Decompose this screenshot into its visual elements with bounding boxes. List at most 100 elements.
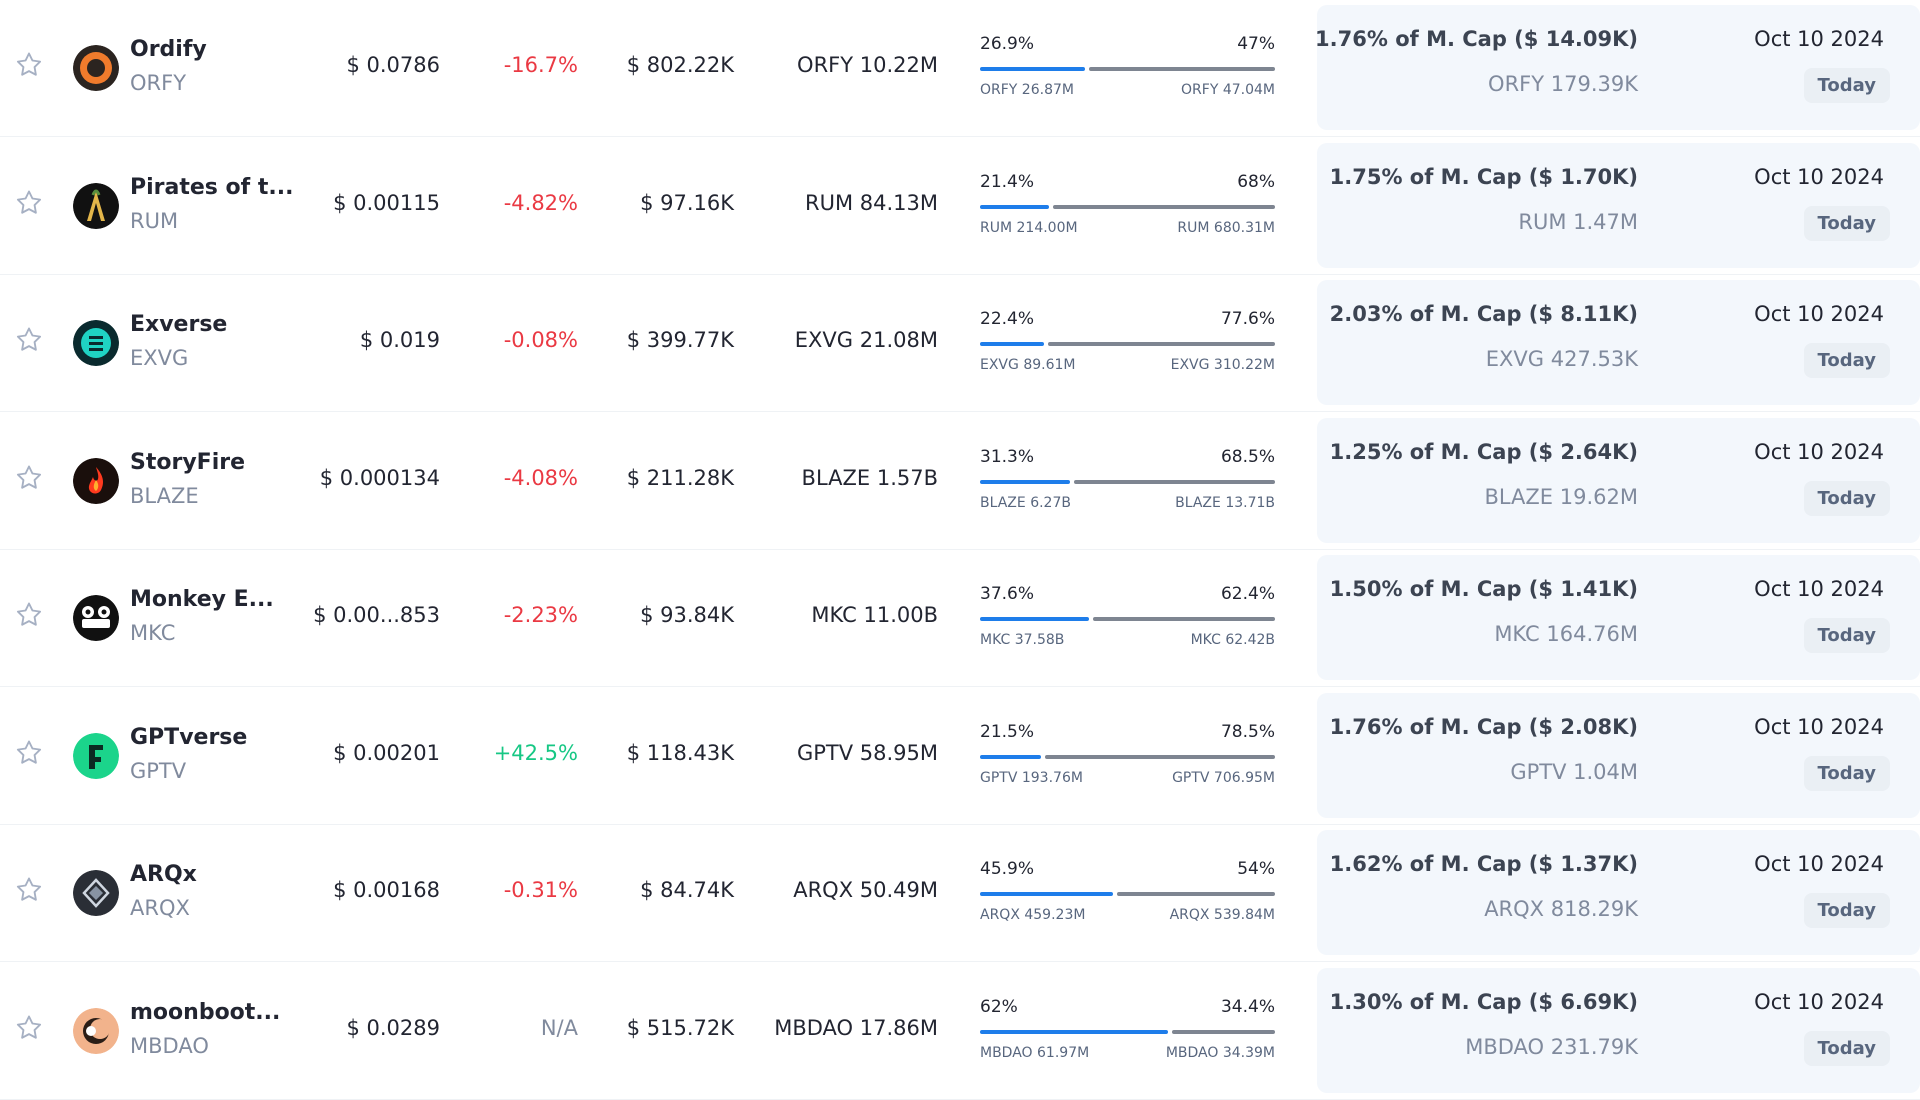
table-row[interactable]: StoryFire BLAZE $ 0.000134 -4.08% $ 211.… [0,413,1920,550]
token-price: $ 0.0786 [346,53,440,77]
token-symbol: MKC [130,621,176,645]
circulating-supply: GPTV 58.95M [796,740,938,765]
unlocked-bar [980,1029,1168,1034]
next-unlock-date: Oct 10 2024 [1754,27,1884,51]
table-row[interactable]: GPTverse GPTV $ 0.00201 +42.5% $ 118.43K… [0,688,1920,825]
locked-amount: ORFY 47.04M [1181,82,1275,98]
unlocked-percent: 45.9% [980,859,1035,879]
market-cap: $ 399.77K [626,328,734,352]
unlocked-bar [980,479,1070,484]
token-name[interactable]: Ordify [130,37,207,62]
circulating-supply: MKC 11.00B [811,603,938,627]
next-unlock-amount: RUM 1.47M [1518,209,1638,234]
token-symbol: ARQX [130,896,190,920]
next-unlock-date: Oct 10 2024 [1754,439,1884,464]
gptverse-logo-icon[interactable] [73,732,119,779]
table-row[interactable]: moonboot... MBDAO $ 0.0289 N/A $ 515.72K… [0,963,1920,1100]
star-icon[interactable] [14,463,44,493]
moonboots-logo-icon[interactable] [73,1007,119,1054]
unlocked-bar [980,342,1044,346]
table-row[interactable]: ARQx ARQX $ 0.00168 -0.31% $ 84.74K ARQX… [0,825,1920,962]
next-unlock-mcap-percent: 2.03% of M. Cap ($ 8.11K) [1329,302,1638,326]
price-change-24h: -2.23% [503,603,578,627]
next-unlock-amount: ARQX 818.29K [1484,897,1638,921]
token-price: $ 0.00201 [333,740,440,765]
next-unlock-panel: 1.30% of M. Cap ($ 6.69K) MBDAO 231.79K … [1317,967,1920,1093]
token-name[interactable]: Exverse [130,312,228,337]
unlocked-bar [980,617,1089,621]
market-cap: $ 97.16K [640,190,734,215]
star-icon[interactable] [14,325,44,355]
today-badge[interactable]: Today [1803,755,1890,791]
unlock-progress: 31.3% 68.5% BLAZE 6.27B BLAZE 13.71B [980,445,1275,521]
unlock-progress: 45.9% 54% ARQX 459.23M ARQX 539.84M [980,857,1275,933]
locked-amount: ARQX 539.84M [1169,907,1275,923]
unlock-progress: 21.4% 68% RUM 214.00M RUM 680.31M [980,170,1275,246]
market-cap: $ 802.22K [626,53,734,77]
token-name[interactable]: Pirates of t... [130,174,294,200]
today-badge[interactable]: Today [1803,1030,1890,1066]
table-row[interactable]: Pirates of t... RUM $ 0.00115 -4.82% $ 9… [0,138,1920,275]
monkey-logo-icon[interactable] [73,595,119,641]
token-name[interactable]: ARQx [130,862,197,887]
today-badge[interactable]: Today [1803,893,1890,928]
star-icon[interactable] [14,738,44,768]
star-icon[interactable] [14,50,44,80]
locked-bar [1117,892,1275,896]
token-name[interactable]: moonboot... [130,999,281,1025]
ordify-logo-icon[interactable] [73,45,119,91]
star-icon[interactable] [14,188,44,218]
unlocked-amount: MKC 37.58B [980,632,1065,648]
token-price: $ 0.0289 [346,1015,440,1040]
star-icon[interactable] [14,600,44,630]
today-badge[interactable]: Today [1803,343,1890,378]
locked-bar [1172,1029,1275,1034]
locked-bar [1048,342,1275,346]
locked-percent: 78.5% [1220,721,1275,742]
locked-percent: 34.4% [1220,996,1275,1017]
token-symbol: BLAZE [130,483,199,508]
token-name[interactable]: StoryFire [130,449,246,475]
next-unlock-amount: BLAZE 19.62M [1484,484,1638,509]
locked-amount: RUM 680.31M [1177,219,1275,236]
arqx-logo-icon[interactable] [73,870,119,916]
locked-amount: EXVG 310.22M [1170,357,1275,373]
star-icon[interactable] [14,875,44,905]
next-unlock-date: Oct 10 2024 [1754,714,1884,739]
next-unlock-amount: EXVG 427.53K [1485,347,1638,371]
unlock-progress: 21.5% 78.5% GPTV 193.76M GPTV 706.95M [980,720,1275,796]
today-badge[interactable]: Today [1803,618,1890,653]
locked-percent: 77.6% [1220,309,1275,329]
token-name[interactable]: Monkey E... [130,587,274,612]
locked-percent: 68.5% [1220,446,1275,467]
next-unlock-amount: MKC 164.76M [1494,622,1638,646]
token-name[interactable]: GPTverse [130,724,248,750]
next-unlock-date: Oct 10 2024 [1754,577,1884,601]
storyfire-logo-icon[interactable] [73,457,119,504]
table-row[interactable]: Exverse EXVG $ 0.019 -0.08% $ 399.77K EX… [0,275,1920,412]
market-cap: $ 84.74K [640,878,734,902]
next-unlock-date: Oct 10 2024 [1754,164,1884,189]
star-icon[interactable] [14,1013,44,1043]
circulating-supply: ORFY 10.22M [797,53,938,77]
pirates-logo-icon[interactable] [73,182,119,229]
unlocked-amount: BLAZE 6.27B [980,494,1071,511]
today-badge[interactable]: Today [1803,205,1890,241]
today-badge[interactable]: Today [1803,480,1890,516]
locked-amount: MKC 62.42B [1190,632,1275,648]
unlocked-bar [980,204,1049,209]
market-cap: $ 93.84K [640,603,734,627]
table-row[interactable]: Ordify ORFY $ 0.0786 -16.7% $ 802.22K OR… [0,0,1920,137]
locked-bar [1093,617,1275,621]
next-unlock-panel: 2.03% of M. Cap ($ 8.11K) EXVG 427.53K O… [1317,280,1920,405]
next-unlock-date: Oct 10 2024 [1754,989,1884,1014]
today-badge[interactable]: Today [1803,68,1890,103]
next-unlock-mcap-percent: 1.25% of M. Cap ($ 2.64K) [1329,439,1638,464]
unlocked-amount: ARQX 459.23M [980,907,1086,923]
token-price: $ 0.00168 [333,878,440,902]
exverse-logo-icon[interactable] [73,320,119,366]
table-row[interactable]: Monkey E... MKC $ 0.00...853 -2.23% $ 93… [0,550,1920,687]
price-change-24h: -4.08% [503,465,578,490]
token-price: $ 0.019 [359,328,440,352]
